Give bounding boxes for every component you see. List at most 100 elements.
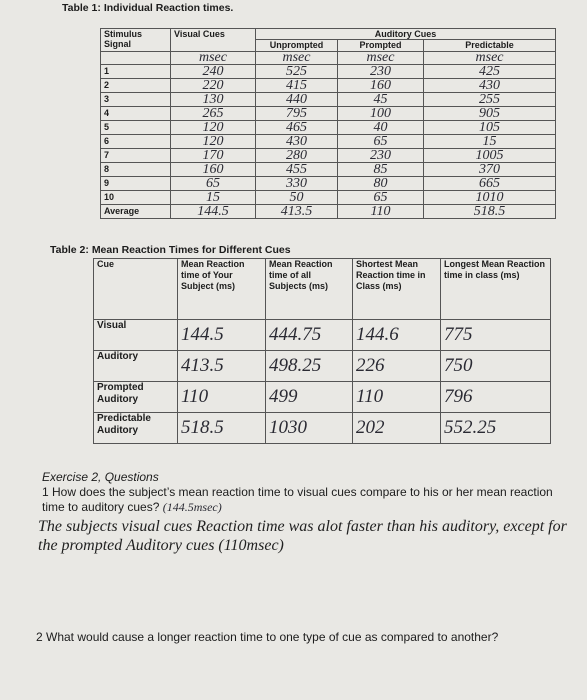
cell-value: 518.5 <box>177 412 266 444</box>
data-row: 10 15 50 65 1010 <box>100 190 557 205</box>
row-label: 8 <box>100 162 171 177</box>
data-row: 7 170 280 230 1005 <box>100 148 557 163</box>
row-label: 2 <box>100 78 171 93</box>
table2-title: Table 2: Mean Reaction Times for Differe… <box>50 244 291 256</box>
table2: Cue Mean Reaction time of Your Subject (m… <box>93 258 551 444</box>
unit: msec <box>255 51 338 65</box>
row-label: 6 <box>100 134 171 149</box>
cell-value: 1010 <box>422 190 557 205</box>
row-label: 9 <box>100 176 171 191</box>
data-row: 2 220 415 160 430 <box>100 78 557 93</box>
data-row: 6 120 430 65 15 <box>100 134 557 149</box>
cell-value: 144.5 <box>177 319 266 351</box>
cell-value: 413.5 <box>177 350 266 382</box>
data-row: 4 265 795 100 905 <box>100 106 557 121</box>
cell-value: 775 <box>440 319 551 351</box>
cell-value: 100 <box>337 106 424 121</box>
cell-value: 330 <box>255 176 338 191</box>
cell-value: 160 <box>170 162 256 177</box>
cell-value: 65 <box>337 134 424 149</box>
row-label: 3 <box>100 92 171 107</box>
row-label: Predictable Auditory <box>93 412 178 444</box>
cell-value: 40 <box>337 120 424 135</box>
cell-value: 144.6 <box>352 319 441 351</box>
cell-value: 413.5 <box>255 204 338 219</box>
cell-value: 1030 <box>265 412 353 444</box>
row-label: Visual <box>93 319 178 351</box>
cell-value: 552.25 <box>440 412 551 444</box>
subheader-row: Unprompted Prompted Predictable <box>101 39 557 52</box>
cell-value: 499 <box>265 381 353 413</box>
cell-value: 240 <box>170 64 256 79</box>
data-row: 5 120 465 40 105 <box>100 120 557 135</box>
header-row: Stimulus Signal Visual Cues Auditory Cues <box>100 28 557 52</box>
cell-value: 265 <box>170 106 256 121</box>
cell-value: 255 <box>422 92 557 107</box>
row-label: Prompted Auditory <box>93 381 178 413</box>
cell-value: 105 <box>422 120 557 135</box>
column-header: Cue <box>93 258 178 320</box>
column-header: Mean Reaction time of Your Subject (ms) <box>177 258 266 320</box>
cell-value: 230 <box>337 64 424 79</box>
row-label: 10 <box>100 190 171 205</box>
cell-value: 110 <box>352 381 441 413</box>
units-row: msec msec msec msec <box>100 51 557 65</box>
question-1-note: (144.5msec) <box>162 500 222 514</box>
cell-value: 370 <box>422 162 557 177</box>
cell-value: 430 <box>255 134 338 149</box>
data-row: 8 160 455 85 370 <box>100 162 557 177</box>
column-header: Longest Mean Reaction time in class (ms) <box>440 258 551 320</box>
visual-header: Visual Cues <box>170 28 256 52</box>
cell-value: 202 <box>352 412 441 444</box>
table1-title: Table 1: Individual Reaction times. <box>62 2 234 14</box>
answer-1: The subjects visual cues Reaction time w… <box>38 518 567 554</box>
row-label: 7 <box>100 148 171 163</box>
cell-value: 80 <box>337 176 424 191</box>
cell-value: 795 <box>255 106 338 121</box>
subheader: Unprompted <box>255 39 338 52</box>
cell-value: 50 <box>255 190 338 205</box>
subheader: Prompted <box>337 39 424 52</box>
cell-value: 45 <box>337 92 424 107</box>
row-label: 1 <box>100 64 171 79</box>
cell-value: 1005 <box>422 148 557 163</box>
header-row: Cue Mean Reaction time of Your Subject (m… <box>93 258 551 320</box>
auditory-header: Auditory Cues <box>254 28 557 40</box>
data-row: Average 144.5 413.5 110 518.5 <box>100 204 557 219</box>
column-header: Shortest Mean Reaction time in Class (ms… <box>352 258 441 320</box>
empty-cell <box>100 51 171 65</box>
cell-value: 110 <box>177 381 266 413</box>
cell-value: 525 <box>255 64 338 79</box>
cell-value: 498.25 <box>265 350 353 382</box>
cell-value: 220 <box>170 78 256 93</box>
data-row: Visual 144.5 444.75 144.6 775 <box>93 319 551 351</box>
cell-value: 415 <box>255 78 338 93</box>
cell-value: 444.75 <box>265 319 353 351</box>
cell-value: 65 <box>337 190 424 205</box>
table1: Stimulus Signal Visual Cues Auditory Cues U… <box>100 28 557 219</box>
cell-value: 280 <box>255 148 338 163</box>
cell-value: 170 <box>170 148 256 163</box>
cell-value: 440 <box>255 92 338 107</box>
cell-value: 120 <box>170 120 256 135</box>
data-row: Auditory 413.5 498.25 226 750 <box>93 350 551 382</box>
cell-value: 120 <box>170 134 256 149</box>
row-label: Auditory <box>93 350 178 382</box>
cell-value: 518.5 <box>422 204 557 219</box>
data-row: Predictable Auditory 518.5 1030 202 552.25 <box>93 412 551 444</box>
row-label: Average <box>100 204 171 219</box>
cell-value: 455 <box>255 162 338 177</box>
data-row: Prompted Auditory 110 499 110 796 <box>93 381 551 413</box>
cell-value: 130 <box>170 92 256 107</box>
cell-value: 65 <box>170 176 256 191</box>
cell-value: 230 <box>337 148 424 163</box>
row-label: 4 <box>100 106 171 121</box>
question-1: 1 How does the subject’s mean reaction t… <box>42 485 562 515</box>
cell-value: 160 <box>337 78 424 93</box>
unit: msec <box>422 51 557 65</box>
data-row: 1 240 525 230 425 <box>100 64 557 79</box>
data-row: 9 65 330 80 665 <box>100 176 557 191</box>
table2-wrap: Cue Mean Reaction time of Your Subject (m… <box>93 258 551 444</box>
question-2: 2 What would cause a longer reaction tim… <box>36 630 499 644</box>
cell-value: 905 <box>422 106 557 121</box>
